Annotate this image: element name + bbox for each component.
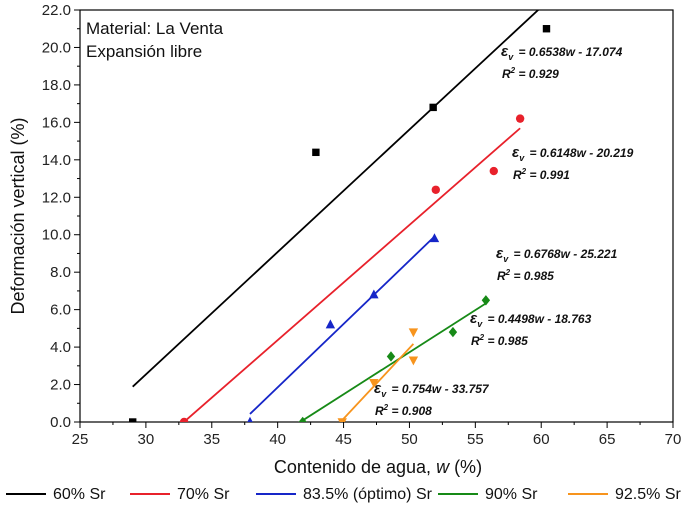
- fit-line-90-sr: [302, 302, 487, 422]
- data-point-90-sr: [481, 295, 491, 306]
- equation-text: εv = 0.6768w - 25.221: [496, 245, 618, 264]
- series-60-sr: [129, 10, 551, 422]
- data-point-92-5-sr: [408, 356, 419, 366]
- y-axis-title: Deformación vertical (%): [8, 117, 28, 314]
- data-point-92-5-sr: [337, 418, 347, 422]
- data-point-70-sr: [515, 114, 525, 123]
- y-tick-label: 16.0: [42, 114, 71, 131]
- legend-item-92-5-sr: 92.5% Sr: [568, 486, 681, 503]
- r-squared-text: R2 = 0.929: [502, 66, 559, 81]
- fit-line-92-5-sr: [341, 343, 415, 421]
- y-tick-label: 10.0: [42, 227, 71, 244]
- material-label: Material: La Venta: [86, 19, 224, 38]
- equation-label-90-sr: εv = 0.4498w - 18.763 R2 = 0.985: [470, 310, 592, 348]
- data-point-92-5-sr: [408, 328, 419, 338]
- test-type-label: Expansión libre: [86, 42, 202, 61]
- equation-text: εv = 0.754w - 33.757: [374, 380, 490, 399]
- data-point-83-5-ptimo-sr: [247, 416, 253, 422]
- fit-line-83-5-ptimo-sr: [249, 235, 436, 415]
- fit-line-60-sr: [132, 10, 540, 388]
- series-90-sr: [298, 295, 491, 422]
- data-point-60-sr: [312, 148, 320, 157]
- axis-labels: Deformación vertical (%) Contenido de ag…: [8, 117, 482, 477]
- legend-item-70-sr: 70% Sr: [130, 486, 230, 503]
- data-point-90-sr: [448, 326, 458, 338]
- r-squared-text: R2 = 0.985: [471, 333, 528, 348]
- equation-label-60-sr: εv = 0.6538w - 17.074 R2 = 0.929: [501, 43, 623, 81]
- x-axis-title-prefix: Contenido de agua,: [274, 457, 436, 477]
- data-point-83-5-ptimo-sr: [325, 319, 336, 329]
- y-tick-label: 8.0: [50, 264, 71, 281]
- y-tick-label: 4.0: [50, 339, 71, 356]
- data-point-60-sr: [542, 25, 551, 33]
- x-tick-label: 40: [269, 431, 286, 448]
- x-tick-label: 65: [599, 431, 616, 448]
- data-point-70-sr: [489, 166, 498, 176]
- data-point-70-sr: [431, 185, 440, 194]
- y-tick-label: 6.0: [50, 302, 71, 319]
- legend-item-83-5-ptimo-sr: 83.5% (óptimo) Sr: [256, 486, 433, 503]
- data-point-90-sr: [298, 416, 307, 422]
- x-axis-title: Contenido de agua, w (%): [274, 457, 482, 477]
- fit-line-70-sr: [183, 127, 521, 422]
- r-squared-text: R2 = 0.985: [497, 268, 554, 283]
- x-tick-label: 45: [335, 431, 352, 448]
- equation-text: εv = 0.6148w - 20.219: [512, 144, 634, 163]
- series-70-sr: [179, 114, 525, 422]
- x-tick-label: 50: [401, 431, 418, 448]
- data-point-90-sr: [386, 351, 396, 362]
- x-tick-label: 30: [138, 431, 155, 448]
- equation-label-92-5-sr: εv = 0.754w - 33.757 R2 = 0.908: [374, 380, 490, 418]
- legend-label: 83.5% (óptimo) Sr: [303, 486, 433, 503]
- plot-area: 25 30 35 40 45 50 55 60 65 70 0.0 2.0 4.0 6.0 8.0 10.0 1…: [42, 2, 682, 448]
- data-point-60-sr: [429, 103, 437, 112]
- legend-label: 90% Sr: [485, 486, 538, 503]
- x-tick-label: 25: [72, 431, 89, 448]
- data-point-60-sr: [129, 418, 137, 422]
- x-tick-label: 70: [665, 431, 682, 448]
- y-tick-label: 14.0: [42, 152, 71, 169]
- data-point-92-5-sr: [369, 378, 379, 388]
- data-point-70-sr: [179, 417, 189, 422]
- y-tick-label: 18.0: [42, 77, 71, 94]
- y-tick-label: 22.0: [42, 2, 71, 19]
- series-83-5-ptimo-sr: [247, 233, 440, 422]
- equation-label-70-sr: εv = 0.6148w - 20.219 R2 = 0.991: [512, 144, 634, 182]
- plot-frame: [79, 9, 674, 423]
- x-tick-label: 55: [467, 431, 484, 448]
- x-axis-title-suffix: (%): [449, 457, 482, 477]
- equation-label-83-5-ptimo-sr: εv = 0.6768w - 25.221 R2 = 0.985: [496, 245, 618, 283]
- data-point-83-5-ptimo-sr: [429, 233, 440, 243]
- r-squared-text: R2 = 0.991: [513, 167, 570, 182]
- plot-series: [129, 10, 551, 422]
- y-tick-label: 0.0: [50, 414, 71, 431]
- legend-item-60-sr: 60% Sr: [6, 486, 106, 503]
- legend-label: 60% Sr: [53, 486, 106, 503]
- legend-label: 92.5% Sr: [615, 486, 681, 503]
- equation-text: εv = 0.6538w - 17.074: [501, 43, 623, 62]
- equation-text: εv = 0.4498w - 18.763: [470, 310, 592, 329]
- legend-label: 70% Sr: [177, 486, 230, 503]
- y-tick-label: 20.0: [42, 39, 71, 56]
- x-tick-label: 60: [533, 431, 550, 448]
- x-axis-title-variable: w: [436, 457, 450, 477]
- x-tick-label: 35: [203, 431, 220, 448]
- material-annotation: Material: La Venta Expansión libre: [86, 19, 224, 61]
- legend-item-90-sr: 90% Sr: [438, 486, 538, 503]
- series-92-5-sr: [337, 328, 419, 422]
- data-point-83-5-ptimo-sr: [369, 289, 379, 299]
- y-tick-label: 2.0: [50, 377, 71, 394]
- y-tick-label: 12.0: [42, 189, 71, 206]
- r-squared-text: R2 = 0.908: [375, 403, 432, 418]
- legend: 60% Sr 70% Sr 83.5% (óptimo) Sr 90% Sr 92.5%…: [6, 486, 681, 503]
